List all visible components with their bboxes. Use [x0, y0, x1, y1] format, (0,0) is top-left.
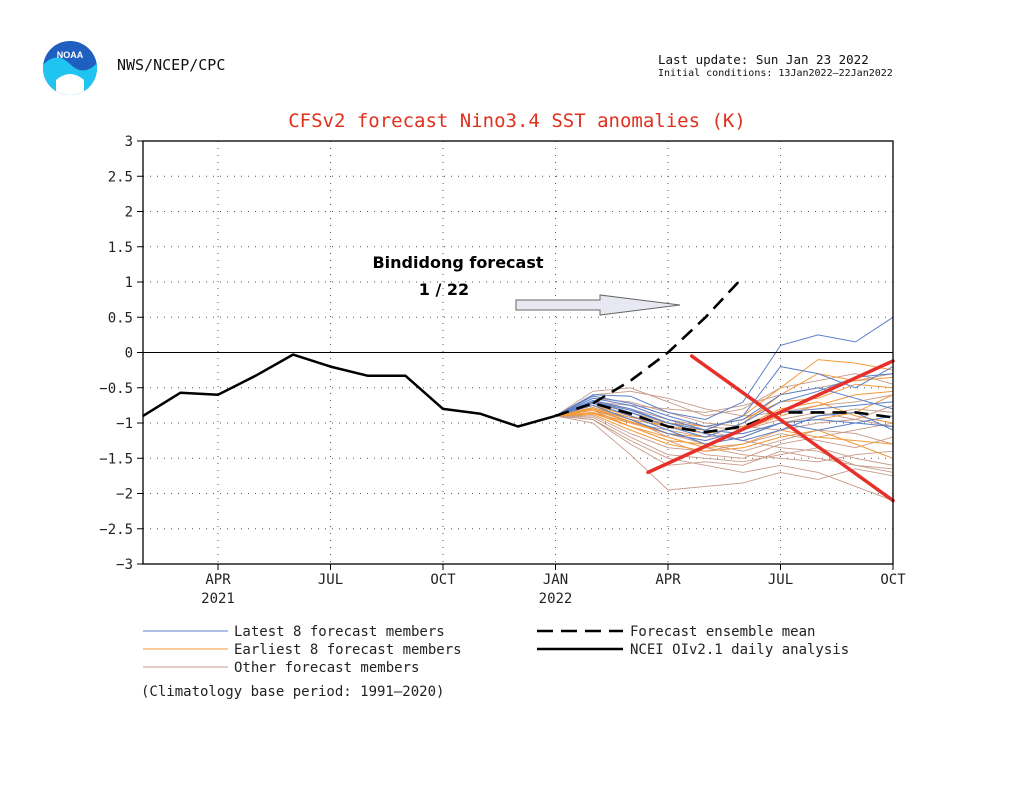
latest-member-line [555, 373, 894, 438]
annotation: Bindidong forecast 1 / 22 [372, 253, 681, 316]
legend-other: Other forecast members [234, 660, 419, 676]
y-tick-label: 0.5 [108, 310, 133, 326]
latest-member-line [555, 387, 894, 428]
x-tick-label: JUL [768, 572, 793, 588]
x-axis: APR 2021 JUL OCT JAN 2022 APR JUL OCT [201, 564, 906, 607]
other-member-line [555, 415, 894, 466]
x-tick-label: APR [205, 572, 231, 588]
x-tick-year: 2021 [201, 591, 235, 607]
latest-member-line [555, 399, 894, 435]
y-axis: 3 2.5 2 1.5 1 0.5 0 −0.5 −1 −1.5 −2 −2.5 −3 [99, 134, 143, 573]
earliest-member-line [555, 413, 894, 459]
last-update-label: Last update: Sun Jan 23 2022 [658, 52, 869, 67]
main-series [142, 276, 895, 503]
other-member-line [555, 390, 894, 417]
x-tick-label: APR [655, 572, 681, 588]
y-tick-label: −2 [116, 487, 133, 503]
y-tick-label: −3 [116, 557, 133, 573]
y-tick-label: 1.5 [108, 240, 133, 256]
x-tick-label: OCT [430, 572, 456, 588]
y-tick-label: 2.5 [108, 169, 133, 185]
bindidong-forecast-line [592, 276, 744, 405]
other-member-line [555, 409, 894, 452]
ensemble-mean-line [555, 401, 894, 434]
overlay-cross-stroke [646, 359, 895, 475]
y-tick-label: 1 [125, 275, 133, 291]
legend-obs: NCEI OIv2.1 daily analysis [630, 642, 849, 658]
chart-title: CFSv2 forecast Nino3.4 SST anomalies (K) [288, 110, 746, 132]
latest-member-line [555, 401, 894, 442]
logo-text: NOAA [57, 50, 84, 60]
annotation-line2: 1 / 22 [419, 280, 469, 299]
x-tick-label: JAN [543, 572, 568, 588]
y-tick-label: 0 [125, 346, 133, 362]
observed-line [142, 353, 556, 428]
overlay-cross-stroke [690, 354, 895, 503]
y-tick-label: −1 [116, 416, 133, 432]
x-tick-year: 2022 [539, 591, 573, 607]
annotation-arrow [515, 294, 681, 316]
noaa-logo: NOAA [43, 41, 97, 95]
latest-member-line [555, 402, 894, 445]
forecast-members [555, 316, 894, 502]
legend-note: (Climatology base period: 1991–2020) [141, 684, 444, 700]
y-tick-label: −0.5 [99, 381, 133, 397]
initial-conditions-label: Initial conditions: 13Jan2022–22Jan2022 [658, 68, 893, 79]
annotation-line1: Bindidong forecast [372, 253, 543, 272]
legend-mean: Forecast ensemble mean [630, 624, 815, 640]
legend-earliest: Earliest 8 forecast members [234, 642, 462, 658]
other-member-line [555, 415, 894, 502]
earliest-member-line [555, 412, 894, 449]
other-member-line [555, 415, 894, 491]
agency-label: NWS/NCEP/CPC [117, 56, 226, 74]
legend-latest: Latest 8 forecast members [234, 624, 445, 640]
legend: Latest 8 forecast members Earliest 8 for… [141, 624, 849, 700]
latest-member-line [555, 316, 894, 421]
x-tick-label: OCT [880, 572, 906, 588]
y-tick-label: 2 [125, 205, 133, 221]
x-tick-label: JUL [318, 572, 343, 588]
y-tick-label: −2.5 [99, 522, 133, 538]
y-tick-label: 3 [125, 134, 133, 150]
y-tick-label: −1.5 [99, 451, 133, 467]
